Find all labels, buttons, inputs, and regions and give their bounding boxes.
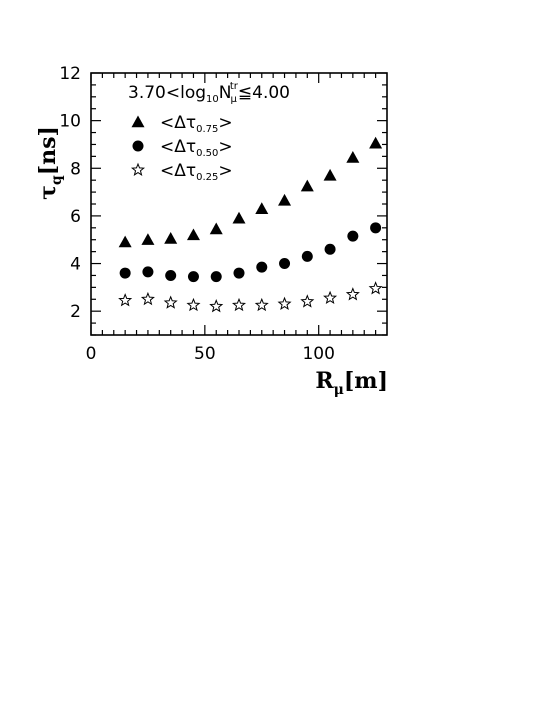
data-point-triangle	[232, 211, 246, 224]
cut-var-sub: μ	[230, 94, 237, 105]
data-point-star	[254, 297, 269, 312]
data-point-circle	[279, 258, 291, 270]
data-point-circle	[233, 267, 245, 279]
legend-label: <Δτ0.75>	[160, 113, 233, 135]
data-point-circle	[187, 271, 199, 283]
data-point-circle	[301, 250, 313, 262]
data-point-triangle	[369, 136, 383, 149]
cut-log-sub: 10	[206, 94, 219, 105]
data-point-circle	[324, 243, 336, 255]
y-tick-label: 10	[59, 112, 81, 132]
data-point-triangle	[255, 202, 269, 214]
y-tick-label: 2	[70, 302, 81, 322]
y-axis-title-sub: q	[49, 175, 65, 185]
y-tick-label: 12	[59, 64, 81, 84]
data-point-triangle	[141, 233, 155, 245]
data-point-star	[345, 287, 360, 301]
data-point-star	[140, 291, 155, 306]
y-tick-label: 4	[70, 255, 81, 275]
legend: <Δτ0.75><Δτ0.50><Δτ0.25>	[130, 113, 233, 183]
cut-var-sup: tr	[230, 81, 239, 92]
x-tick-label: 50	[194, 344, 216, 364]
legend-marker-triangle	[131, 115, 145, 128]
y-tick-label: 8	[70, 159, 81, 179]
y-tick-label: 6	[70, 207, 81, 227]
cut-suffix: ≦4.00	[238, 83, 290, 103]
legend-label: <Δτ0.25>	[160, 161, 233, 183]
data-point-circle	[142, 266, 154, 278]
data-point-triangle	[209, 222, 223, 235]
data-point-star	[323, 290, 338, 305]
data-point-circle	[347, 230, 359, 242]
legend-marker-circle	[132, 140, 144, 152]
data-point-triangle	[278, 193, 292, 206]
data-point-star	[277, 296, 292, 310]
data-point-star	[209, 299, 224, 313]
data-point-star	[231, 297, 247, 312]
axis-ticks	[90, 72, 387, 336]
data-point-triangle	[118, 235, 132, 248]
y-axis-title: τq[ns]	[35, 126, 65, 200]
data-point-triangle	[346, 151, 360, 163]
series-circle	[119, 222, 382, 283]
data-point-circle	[119, 267, 131, 279]
series-triangle	[118, 136, 383, 248]
data-point-triangle	[164, 232, 178, 244]
data-points	[118, 136, 383, 313]
data-point-triangle	[323, 168, 337, 181]
data-point-star	[300, 294, 315, 308]
data-point-triangle	[186, 228, 200, 241]
data-point-circle	[165, 269, 177, 281]
data-point-star	[118, 293, 133, 307]
data-point-triangle	[300, 179, 314, 192]
x-axis-title-unit: [m]	[344, 368, 388, 394]
data-point-circle	[210, 271, 222, 283]
tick-labels: 0 50 100 2 4 6 8 10 12	[59, 64, 335, 364]
cut-prefix: 3.70<log	[128, 83, 206, 103]
x-axis-title: Rμ[m]	[315, 368, 388, 398]
data-point-circle	[370, 222, 382, 234]
y-axis-title-unit: [ns]	[35, 126, 61, 175]
x-axis-title-sub: μ	[334, 382, 344, 398]
series-star	[118, 281, 383, 313]
cut-var: N	[219, 83, 232, 103]
x-tick-label: 0	[86, 344, 97, 364]
x-axis-title-main: R	[315, 368, 334, 394]
data-point-star	[163, 295, 178, 309]
data-point-star	[368, 281, 383, 295]
data-point-circle	[256, 261, 268, 273]
legend-marker-star	[130, 162, 146, 176]
plot-frame	[90, 72, 388, 336]
x-tick-label: 100	[302, 344, 334, 364]
legend-label: <Δτ0.50>	[160, 137, 233, 159]
y-axis-title-main: τ	[35, 185, 61, 200]
data-point-star	[186, 297, 201, 312]
cut-annotation: 3.70<log10Nμ tr≦4.00	[128, 81, 290, 105]
